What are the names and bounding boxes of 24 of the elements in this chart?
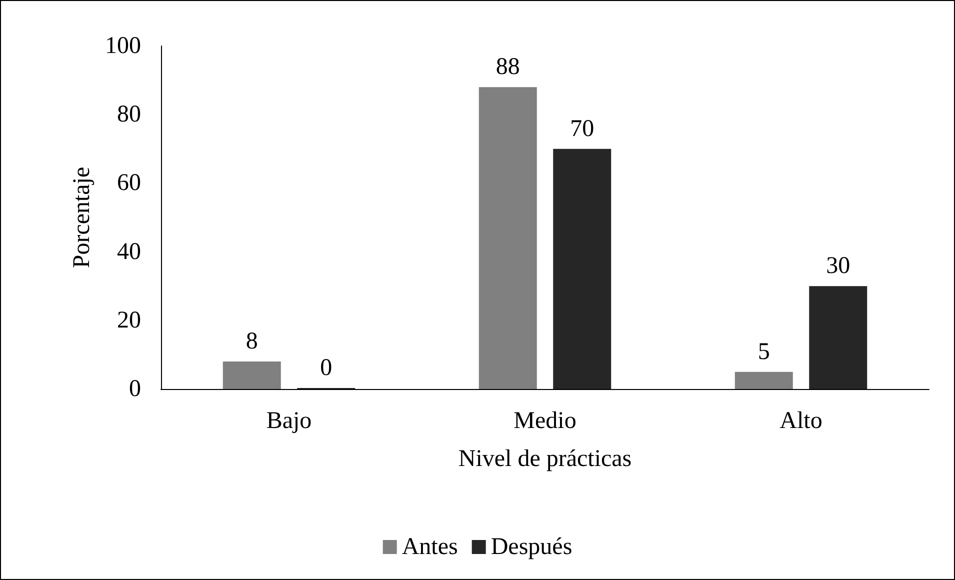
- x-tick-label: Medio: [514, 408, 576, 434]
- data-label: 5: [758, 338, 770, 365]
- bar: [222, 362, 281, 389]
- y-tick-label: 60: [117, 170, 141, 196]
- x-tick-label: Bajo: [266, 408, 312, 434]
- x-tick-label: Alto: [780, 408, 822, 434]
- y-tick-label: 40: [117, 238, 141, 265]
- data-label: 8: [246, 328, 258, 355]
- data-label: 88: [496, 54, 520, 80]
- data-label: 30: [826, 253, 850, 280]
- bar: [809, 286, 868, 389]
- bar: [734, 372, 793, 389]
- x-axis-title: Nivel de prácticas: [458, 446, 632, 472]
- legend-label: Antes: [402, 534, 458, 560]
- y-tick-label: 100: [105, 33, 141, 59]
- y-tick-label: 0: [129, 376, 141, 402]
- bar: [553, 148, 612, 389]
- data-label: 70: [570, 116, 594, 142]
- y-axis-title: Porcentaje: [69, 166, 96, 268]
- bar: [478, 87, 537, 389]
- data-label: 0: [320, 355, 332, 381]
- y-tick-label: 20: [117, 307, 141, 334]
- y-tick-label: 80: [117, 102, 141, 128]
- legend-label: Después: [490, 534, 572, 560]
